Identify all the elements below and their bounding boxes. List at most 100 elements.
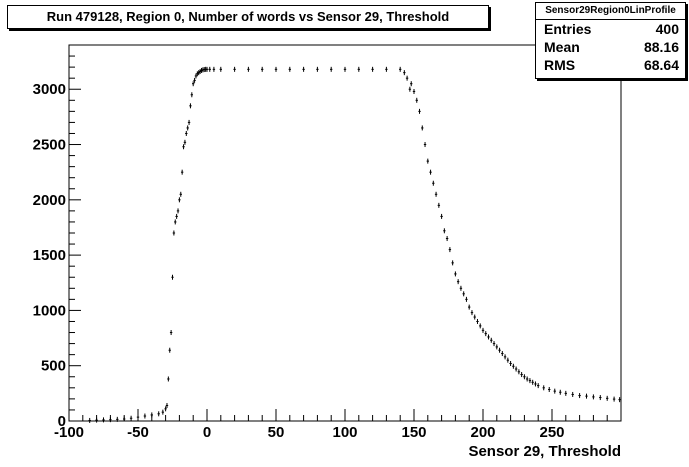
data-point [525, 376, 529, 382]
data-point [165, 403, 169, 409]
data-point [343, 66, 347, 72]
data-point [385, 66, 388, 72]
data-point [102, 417, 105, 423]
data-point [212, 66, 216, 72]
data-point [553, 388, 556, 394]
x-tick-label: 150 [401, 424, 426, 441]
x-tick-label: 50 [268, 424, 285, 441]
data-point [109, 417, 112, 423]
data-point [440, 213, 443, 219]
axes: -100 -50 0 50 100 150 200 250050010001500200025… [33, 44, 622, 441]
data-point [437, 202, 441, 208]
data-point [192, 81, 195, 87]
data-point [531, 379, 534, 385]
data-point [429, 169, 432, 175]
data-point [520, 372, 523, 378]
data-point [578, 393, 581, 399]
data-point [161, 409, 165, 415]
data-point [288, 66, 291, 72]
x-tick-label: 0 [203, 424, 211, 441]
data-point [470, 310, 474, 316]
data-point [274, 66, 278, 72]
data-point [205, 66, 209, 72]
data-point [612, 396, 616, 402]
data-point [479, 323, 482, 329]
data-point [172, 230, 176, 236]
data-point [484, 331, 487, 337]
data-point [198, 69, 202, 75]
data-point [200, 67, 203, 73]
data-point [208, 66, 211, 72]
data-point [261, 66, 264, 72]
data-point [498, 347, 501, 353]
data-point [462, 291, 465, 297]
data-point [164, 406, 167, 412]
data-point [187, 119, 191, 125]
data-point [150, 412, 153, 418]
data-point [451, 260, 454, 266]
data-point [434, 191, 438, 197]
data-point [186, 125, 189, 131]
data-point [564, 390, 567, 396]
x-tick-label: 100 [332, 424, 357, 441]
stats-label: Entries [544, 21, 592, 37]
data-point [412, 88, 416, 94]
data-point [514, 366, 518, 372]
data-point [432, 180, 435, 186]
data-point [197, 70, 200, 76]
stats-label: RMS [544, 57, 576, 73]
data-point [123, 416, 126, 422]
data-point [606, 395, 609, 401]
data-point [171, 274, 174, 280]
data-point [194, 73, 198, 79]
data-point [492, 341, 496, 347]
data-point [175, 213, 178, 219]
data-point [599, 395, 602, 401]
data-point [403, 70, 406, 76]
data-point [136, 414, 140, 420]
data-point [487, 334, 490, 340]
data-point [571, 391, 574, 397]
data-point [247, 66, 250, 72]
data-point [193, 77, 196, 83]
data-points [88, 66, 621, 423]
data-point [415, 97, 418, 103]
data-point [421, 125, 424, 131]
data-point [371, 66, 374, 72]
x-tick-label: 200 [470, 424, 495, 441]
data-point [517, 369, 521, 375]
data-point [443, 228, 446, 234]
data-point [180, 169, 184, 175]
data-point [357, 66, 360, 72]
data-point [143, 413, 147, 419]
x-tick-label: 250 [539, 424, 564, 441]
data-point [169, 330, 173, 336]
stats-value: 400 [655, 21, 679, 37]
data-point [592, 394, 595, 400]
y-tick-label: 500 [41, 358, 66, 375]
y-tick-label: 1000 [33, 302, 66, 319]
data-point [167, 376, 170, 382]
data-point [465, 296, 468, 302]
data-point [183, 139, 187, 145]
data-point [196, 71, 199, 77]
data-point [408, 86, 412, 92]
data-point [129, 415, 133, 421]
data-point [176, 208, 180, 214]
data-point [534, 381, 537, 387]
y-tick-label: 2500 [33, 137, 66, 154]
chart-title: Run 479128, Region 0, Number of words vs… [7, 5, 489, 29]
stats-box: Sensor29Region0LinProfile Entries 400 Me… [535, 2, 686, 79]
data-point [512, 363, 515, 369]
data-point [456, 279, 460, 285]
data-point [448, 247, 452, 253]
data-point [509, 360, 512, 366]
data-point [316, 66, 319, 72]
data-point [548, 386, 551, 392]
y-tick-label: 0 [58, 413, 66, 430]
data-point [174, 219, 177, 225]
data-point [95, 417, 98, 423]
data-point [542, 385, 545, 391]
